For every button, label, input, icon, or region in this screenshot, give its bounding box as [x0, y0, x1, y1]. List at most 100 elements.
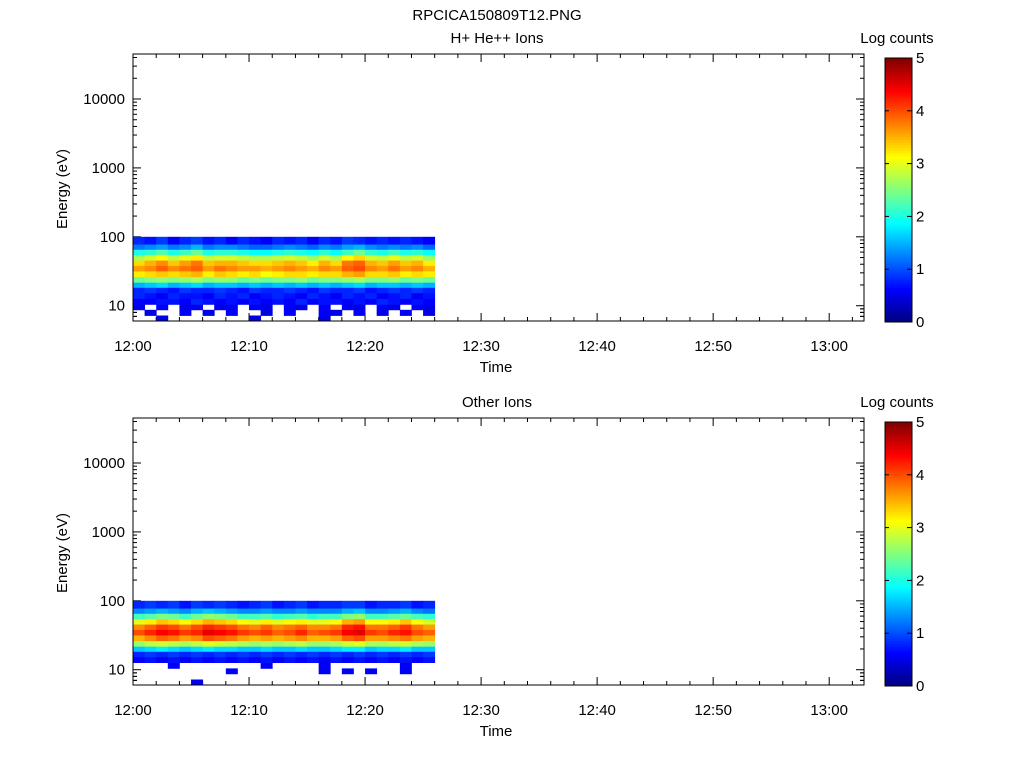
colorbar-segment [885, 60, 912, 64]
heatmap-cell [214, 292, 227, 299]
heatmap-cell [260, 244, 273, 250]
heatmap-cell [388, 292, 401, 299]
heatmap-cell [411, 629, 424, 636]
heatmap-cell [237, 260, 250, 266]
heatmap-cell [156, 282, 169, 288]
heatmap-cell [307, 287, 320, 294]
heatmap-cell [156, 624, 169, 630]
heatmap-cell [144, 651, 157, 658]
colorbar-segment [885, 506, 912, 510]
heatmap-cell [179, 629, 192, 636]
x-tick-label: 12:40 [578, 338, 616, 355]
heatmap-cell [388, 276, 401, 283]
heatmap-cell [260, 292, 273, 299]
heatmap-cell [237, 282, 250, 288]
heatmap-cell [225, 618, 238, 625]
figure-title: RPCICA150809T12.PNG [412, 7, 581, 24]
heatmap-cell [133, 254, 145, 261]
colorbar-segment [885, 627, 912, 632]
heatmap-cell [237, 254, 250, 261]
x-tick-label: 12:20 [346, 702, 384, 719]
heatmap-cell [283, 651, 296, 658]
colorbar-segment [885, 105, 912, 109]
heatmap-cell [225, 629, 238, 636]
heatmap-cell [399, 662, 412, 669]
heatmap-cell [307, 282, 320, 288]
heatmap-cell [318, 287, 331, 294]
y-tick-label: 100 [100, 229, 125, 246]
heatmap-cell [167, 600, 180, 609]
heatmap-cell [376, 244, 389, 250]
x-tick-label: 12:00 [114, 338, 152, 355]
heatmap-cell [144, 244, 157, 250]
heatmap-cell [167, 624, 180, 630]
heatmap-cell [202, 309, 215, 316]
heatmap-cell [191, 656, 204, 663]
colorbar-segment [885, 137, 912, 141]
heatmap-cell [353, 287, 366, 294]
heatmap-cell [411, 304, 424, 311]
heatmap-cell [307, 298, 320, 305]
heatmap-cell [260, 254, 273, 261]
heatmap-cell [423, 276, 436, 283]
colorbar-segment [885, 593, 912, 597]
colorbar-segment [885, 530, 912, 534]
heatmap-cell [376, 656, 389, 663]
heatmap-cell [272, 282, 285, 288]
colorbar-segment [885, 443, 912, 447]
heatmap-cell [202, 656, 215, 663]
colorbar-segment [885, 308, 912, 312]
heatmap-cell [353, 624, 366, 630]
heatmap-cell [225, 668, 238, 675]
heatmap-cell [191, 244, 204, 250]
heatmap-cell [214, 608, 227, 614]
colorbar-segment [885, 100, 912, 104]
heatmap-cell [353, 254, 366, 261]
heatmap-cell [353, 276, 366, 283]
colorbar-segment [885, 211, 912, 215]
heatmap-cell [318, 600, 331, 609]
heatmap-cell [330, 651, 343, 658]
x-tick-label: 12:10 [230, 338, 268, 355]
heatmap-cell [144, 646, 157, 652]
heatmap-cell [307, 613, 320, 620]
colorbar-segment [885, 271, 912, 275]
heatmap-cell [365, 646, 378, 652]
heatmap-cell [144, 260, 157, 266]
panel-h-he-ions: H+ He++ Ions Log counts Time Energy (eV)… [54, 30, 934, 376]
heatmap-cell [399, 276, 412, 283]
heatmap-cell [156, 249, 169, 256]
heatmap-cell [179, 304, 192, 311]
heatmap-cell [249, 276, 262, 283]
heatmap-cell [388, 282, 401, 288]
heatmap-cell [179, 260, 192, 266]
heatmap-cell [214, 618, 227, 625]
colorbar-segment [885, 203, 912, 207]
heatmap-cell [411, 265, 424, 272]
heatmap-cell [144, 287, 157, 294]
heatmap-cell [411, 613, 424, 620]
heatmap-cell [341, 600, 354, 609]
heatmap-cell [388, 236, 401, 245]
y-axis-label: Energy (eV) [54, 149, 71, 229]
colorbar-segment [885, 488, 912, 492]
heatmap-cell [260, 656, 273, 663]
heatmap-cell [225, 646, 238, 652]
colorbar-segment [885, 277, 912, 281]
heatmap-cell [237, 618, 250, 625]
heatmap-cell [388, 600, 401, 609]
heatmap-cell [411, 608, 424, 614]
heatmap-cell [167, 244, 180, 250]
colorbar-segment [885, 192, 912, 196]
colorbar-segment [885, 612, 912, 616]
heatmap-cell [330, 309, 343, 316]
heatmap-cell [330, 646, 343, 652]
colorbar-segment [885, 68, 912, 72]
heatmap-cell [260, 276, 273, 283]
heatmap-cell [133, 271, 145, 278]
heatmap-cell [202, 613, 215, 620]
heatmap-cell [376, 613, 389, 620]
colorbar-segment [885, 432, 912, 436]
colorbar-segment [885, 604, 912, 608]
plot-frame [132, 417, 865, 686]
